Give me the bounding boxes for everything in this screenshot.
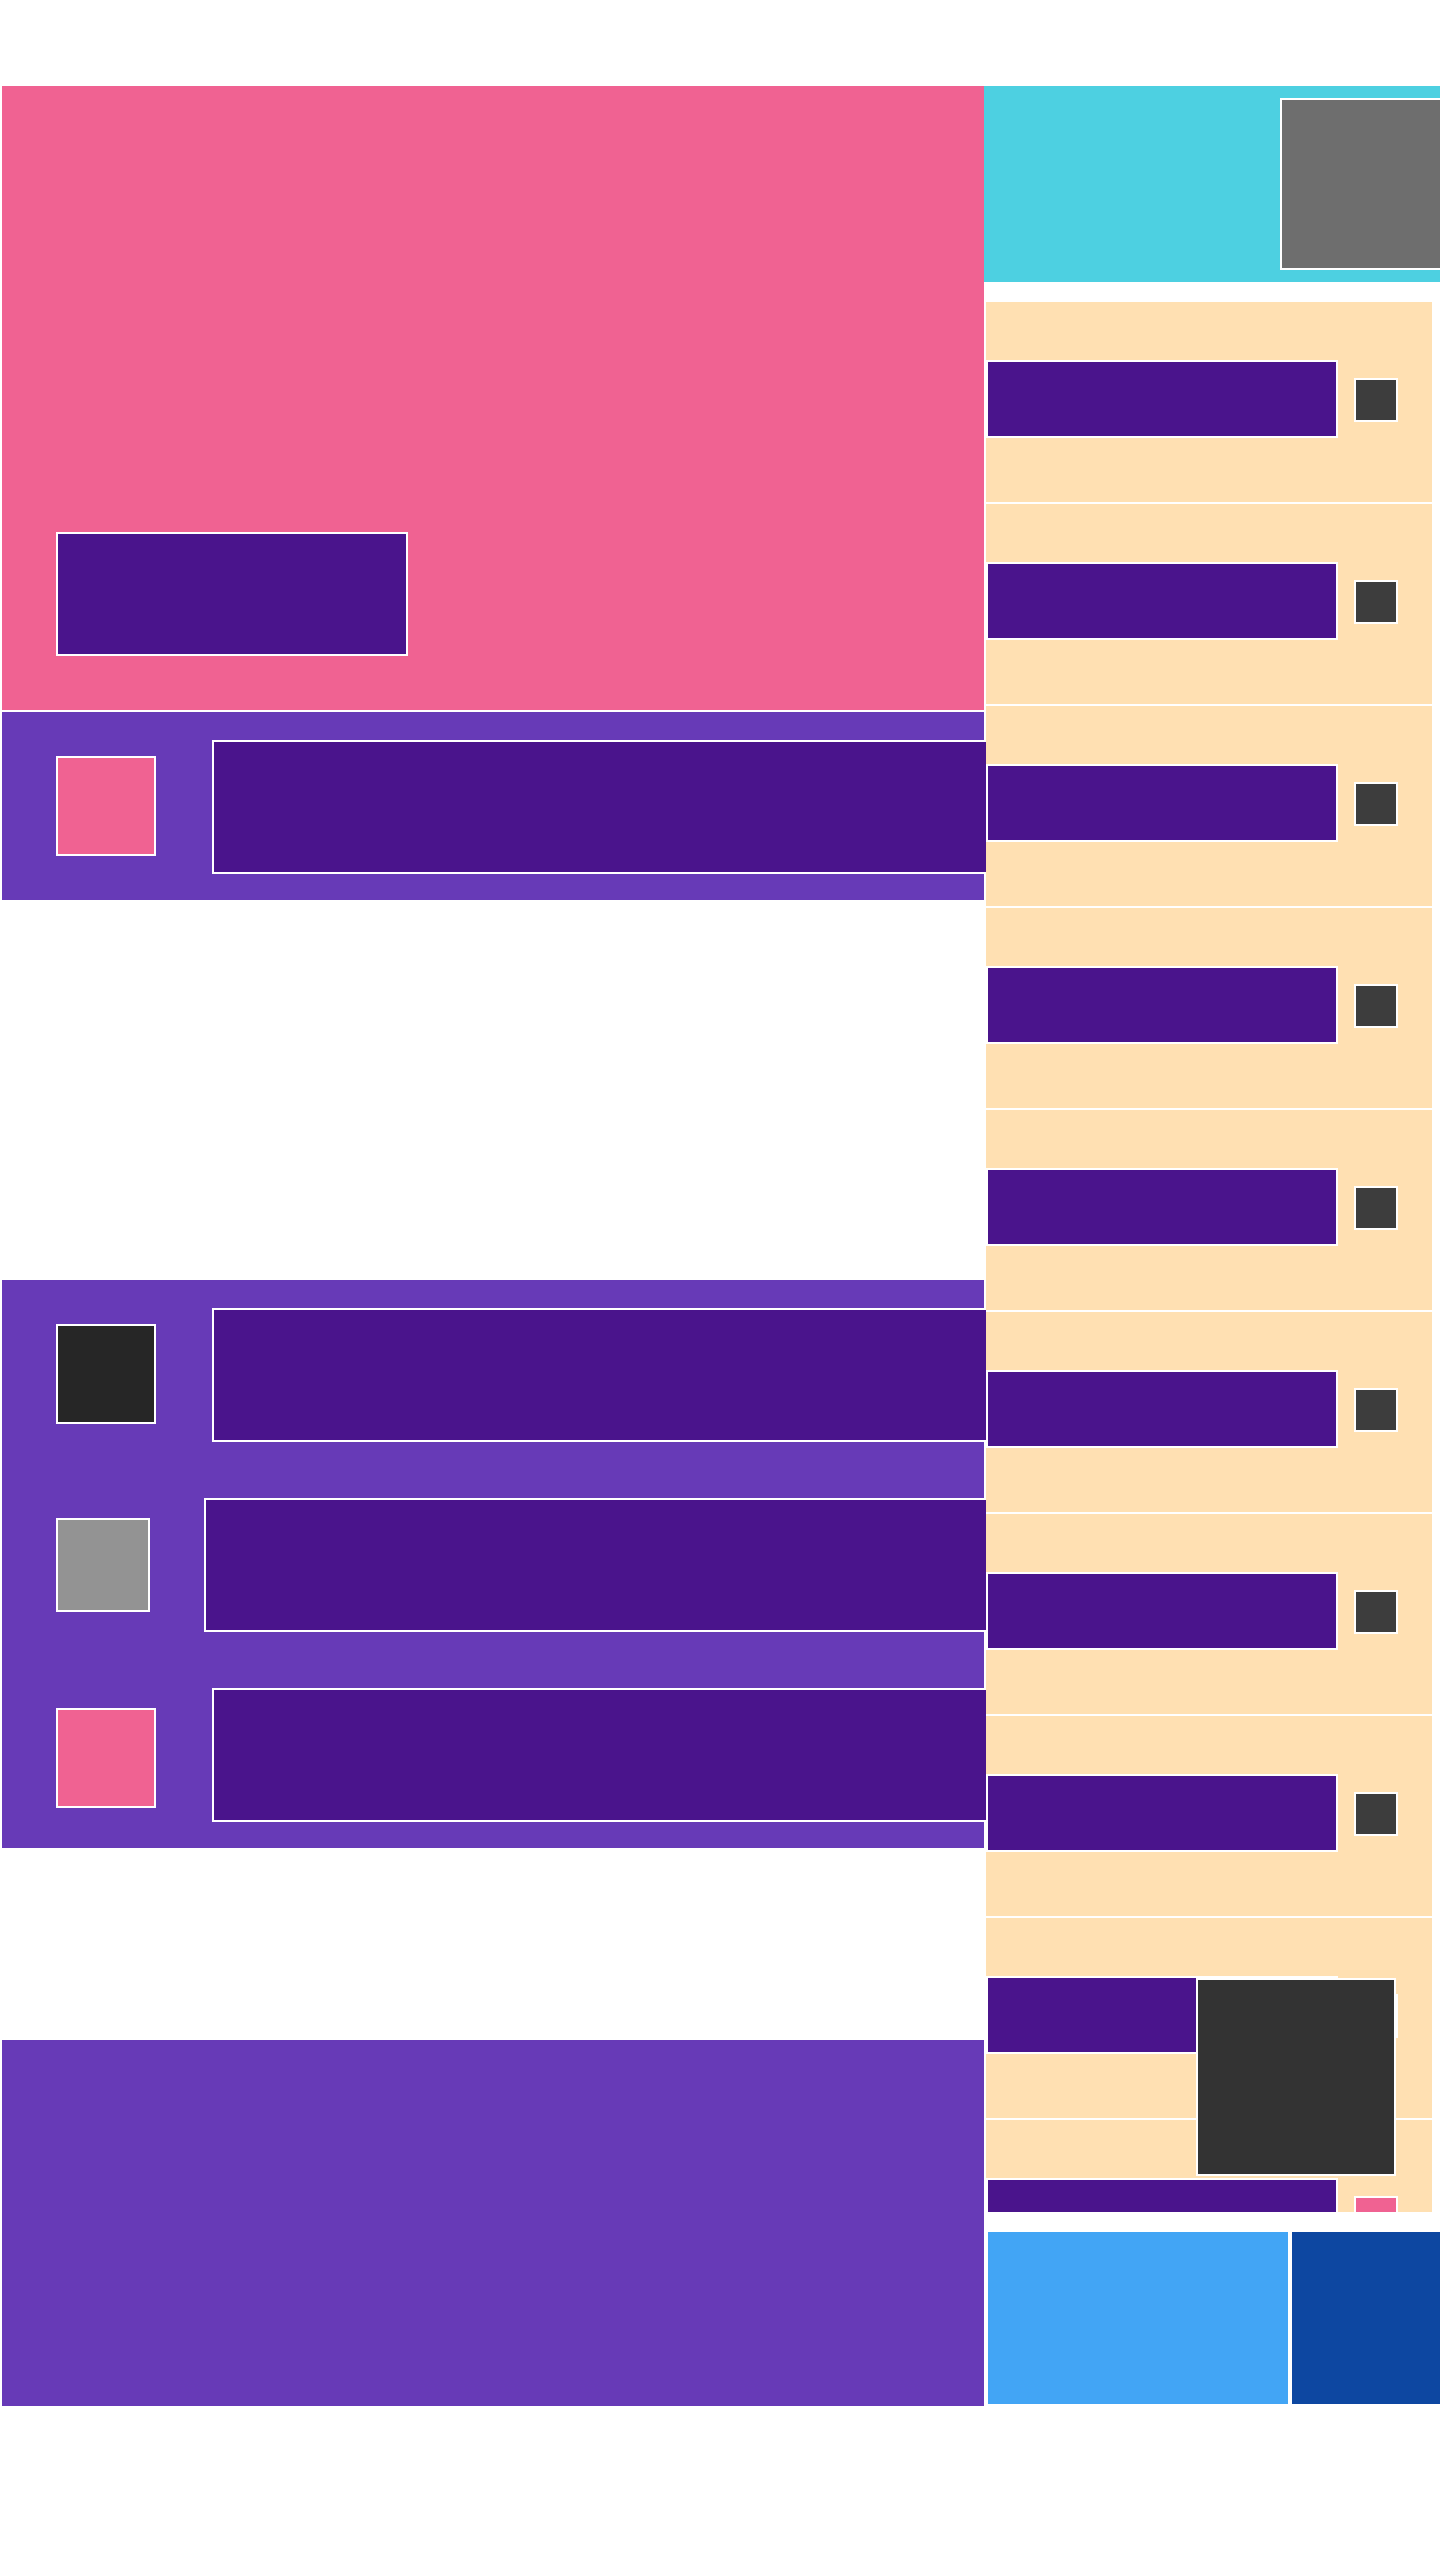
item-bar: [986, 360, 1338, 438]
right-list-item[interactable]: [986, 302, 1432, 504]
row-thumbnail: [56, 756, 156, 856]
checkbox[interactable]: [1354, 378, 1398, 422]
row-content-bar[interactable]: [212, 1688, 988, 1822]
right-list-item[interactable]: [986, 1514, 1432, 1716]
row-content-bar[interactable]: [204, 1498, 988, 1632]
item-bar: [986, 1572, 1338, 1650]
row-thumbnail: [56, 1518, 150, 1612]
footer-panel: [2, 2040, 984, 2406]
right-list-item[interactable]: [986, 504, 1432, 706]
item-bar: [986, 966, 1338, 1044]
item-bar: [986, 1774, 1338, 1852]
hero-action-button[interactable]: [56, 532, 408, 656]
row-thumbnail: [56, 1324, 156, 1424]
secondary-button[interactable]: [1290, 2230, 1440, 2406]
right-list[interactable]: [986, 302, 1432, 2212]
list-panel-middle: [2, 1280, 988, 1848]
right-list-item[interactable]: [986, 1312, 1432, 1514]
item-bar: [986, 764, 1338, 842]
item-bar: [986, 1370, 1338, 1448]
item-bar: [986, 1168, 1338, 1246]
floating-overlay[interactable]: [1196, 1978, 1396, 2176]
checkbox[interactable]: [1354, 782, 1398, 826]
checkbox[interactable]: [1354, 1792, 1398, 1836]
right-list-item[interactable]: [986, 1716, 1432, 1918]
right-list-item[interactable]: [986, 908, 1432, 1110]
right-list-item[interactable]: [986, 1110, 1432, 1312]
checkbox[interactable]: [1354, 2196, 1398, 2212]
checkbox[interactable]: [1354, 1590, 1398, 1634]
checkbox[interactable]: [1354, 1388, 1398, 1432]
item-bar: [986, 2178, 1338, 2212]
checkbox[interactable]: [1354, 1186, 1398, 1230]
checkbox[interactable]: [1354, 984, 1398, 1028]
right-list-item[interactable]: [986, 706, 1432, 908]
row-content-bar[interactable]: [212, 1308, 988, 1442]
row-thumbnail: [56, 1708, 156, 1808]
checkbox[interactable]: [1354, 580, 1398, 624]
list-panel-top: [2, 712, 988, 900]
primary-button[interactable]: [986, 2230, 1290, 2406]
header-image: [1280, 98, 1440, 270]
row-content-bar[interactable]: [212, 740, 988, 874]
item-bar: [986, 562, 1338, 640]
